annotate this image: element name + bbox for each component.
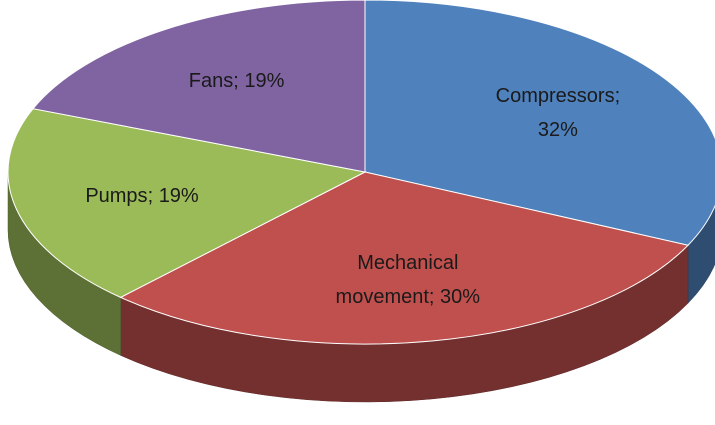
data-label: Compressors; 32% xyxy=(478,79,638,147)
value-label: 19% xyxy=(244,69,285,92)
slice xyxy=(119,171,690,345)
value-label: 19% xyxy=(158,185,199,207)
label-separator: ; xyxy=(233,69,239,92)
category-label: Mechanical movement xyxy=(335,252,459,309)
label-separator: ; xyxy=(428,286,435,309)
label-separator: ; xyxy=(147,185,154,207)
slice xyxy=(32,0,366,173)
slice xyxy=(364,0,715,246)
data-label: Fans; 19% xyxy=(157,64,317,98)
value-label: 30% xyxy=(440,286,481,309)
category-label: Compressors xyxy=(495,85,615,108)
data-label: Mechanical movement; 30% xyxy=(328,246,488,314)
category-label: Pumps xyxy=(85,185,148,207)
slice xyxy=(7,108,367,298)
category-label: Fans xyxy=(188,69,234,92)
value-label: 32% xyxy=(537,119,578,142)
label-separator: ; xyxy=(614,85,621,108)
data-label: Pumps; 19% xyxy=(62,179,222,213)
